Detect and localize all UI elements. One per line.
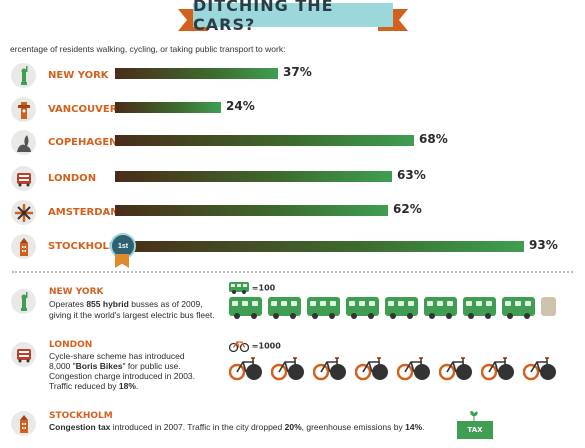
- bar: [115, 205, 388, 216]
- bike-legend-value: =1000: [251, 341, 281, 351]
- category-label: STOCKHOLM: [48, 241, 119, 252]
- bar: [115, 171, 392, 182]
- data-label: 24%: [226, 99, 255, 113]
- fact-text-line: Operates 855 hybrid busses as of 2009,: [49, 299, 203, 309]
- bicycle-icon: [228, 341, 250, 353]
- fact-text-line: 8,000 "Boris Bikes" for public use.: [49, 361, 181, 371]
- bicycle-icon: [480, 355, 514, 381]
- bus-icon: [229, 282, 249, 294]
- stockholm-tower-icon: [11, 411, 36, 436]
- bus-icon: [229, 297, 262, 319]
- bus-icon: [307, 297, 340, 319]
- bus-icon: [502, 297, 535, 319]
- bicycle-icon: [312, 355, 346, 381]
- stockholm-tower-icon: [11, 234, 36, 259]
- fact-city-label: LONDON: [49, 340, 93, 350]
- title-banner: DITCHING THE CARS?: [0, 0, 585, 36]
- fact-city-label: NEW YORK: [49, 287, 104, 297]
- bicycle-icon: [354, 355, 388, 381]
- statue-of-liberty-icon: [11, 289, 36, 314]
- category-label: COPEHAGEN: [48, 137, 118, 148]
- bicycle-icon: [228, 355, 262, 381]
- sprout-icon: [470, 411, 478, 421]
- bus-icon: [463, 297, 496, 319]
- bus-icon: [424, 297, 457, 319]
- bus-icon: [268, 297, 301, 319]
- bus-icon: [385, 297, 418, 319]
- page-title: DITCHING THE CARS?: [193, 0, 393, 34]
- chart-row: LONDON 63%: [0, 163, 585, 197]
- tax-box-icon: TAX: [457, 421, 493, 439]
- chart-row: STOCKHOLM 93%: [0, 231, 585, 265]
- data-label: 63%: [397, 168, 426, 182]
- bicycle-icon: [270, 355, 304, 381]
- bike-legend: =1000: [228, 340, 281, 353]
- vancouver-totem-icon: [11, 97, 36, 122]
- category-label: NEW YORK: [48, 70, 109, 81]
- statue-of-liberty-icon: [11, 63, 36, 88]
- fact-text-line: Congestion charge introduced in 2003.: [49, 371, 196, 381]
- data-label: 37%: [283, 65, 312, 79]
- fact-text-line: Congestion tax introduced in 2007. Traff…: [49, 422, 425, 432]
- bicycle-icon: [396, 355, 430, 381]
- divider: [12, 271, 573, 273]
- chart-row: COPEHAGEN 68%: [0, 127, 585, 161]
- fact-city-label: STOCKHOLM: [49, 411, 113, 421]
- little-mermaid-icon: [11, 130, 36, 155]
- bar: [115, 102, 221, 113]
- category-label: LONDON: [48, 173, 97, 184]
- windmill-icon: [11, 200, 36, 225]
- bar: [115, 135, 414, 146]
- double-decker-bus-icon: [11, 342, 36, 367]
- bar: [115, 68, 278, 79]
- bar: [115, 241, 524, 252]
- fact-text-line: Traffic reduced by 18%.: [49, 381, 139, 391]
- fact-text-line: giving it the world's largest electric b…: [49, 310, 215, 320]
- bus-icon: [346, 297, 379, 319]
- bicycle-icon: [438, 355, 472, 381]
- category-label: VANCOUVER: [48, 104, 118, 115]
- data-label: 93%: [529, 238, 558, 252]
- category-label: AMSTERDAM: [48, 207, 121, 218]
- chart-row: NEW YORK 37%: [0, 60, 585, 94]
- bus-legend-value: =100: [251, 283, 276, 293]
- bicycle-icon: [522, 355, 556, 381]
- badge-ribbon: [115, 254, 129, 268]
- double-decker-bus-icon: [11, 166, 36, 191]
- data-label: 62%: [393, 202, 422, 216]
- chart-row: VANCOUVER 24%: [0, 94, 585, 128]
- chart-row: AMSTERDAM 62%: [0, 197, 585, 231]
- fact-text-line: Cycle-share scheme has introduced: [49, 351, 185, 361]
- chart-subtitle: ercentage of residents walking, cycling,…: [10, 44, 286, 54]
- bus-legend: =100: [229, 282, 275, 294]
- data-label: 68%: [419, 132, 448, 146]
- bus-icon: [541, 297, 556, 316]
